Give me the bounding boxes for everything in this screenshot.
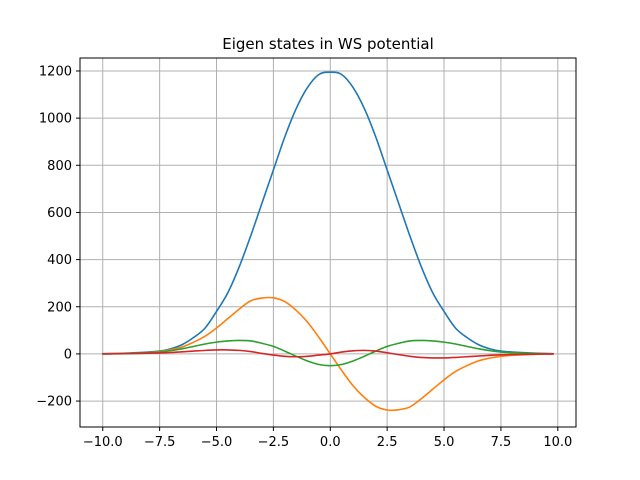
series-layer — [101, 71, 555, 412]
y-tick-label: 800 — [47, 159, 72, 174]
y-tick-label: 1000 — [39, 112, 72, 127]
x-tick-label: 10.0 — [543, 435, 572, 450]
x-tick-label: −2.5 — [258, 435, 290, 450]
x-tick-label: 2.5 — [377, 435, 398, 450]
y-tick-label: −200 — [36, 395, 72, 410]
y-tick-label: 600 — [47, 206, 72, 221]
x-tick-label: 7.5 — [491, 435, 512, 450]
y-axis: −200 0 200 400 600 800 1000 1200 — [36, 64, 80, 410]
x-tick-label: −7.5 — [144, 435, 176, 450]
x-tick-label: −10.0 — [83, 435, 123, 450]
x-axis: −10.0 −7.5 −5.0 −2.5 0.0 2.5 5.0 7.5 10.0 — [83, 427, 572, 450]
y-tick-label: 400 — [47, 253, 72, 268]
plot-frame — [79, 57, 577, 428]
series-line-4 — [101, 349, 555, 359]
y-tick-label: 0 — [64, 347, 72, 362]
series-line-1 — [101, 71, 555, 355]
x-tick-label: 0.0 — [320, 435, 341, 450]
x-tick-label: −5.0 — [201, 435, 233, 450]
x-tick-label: 5.0 — [434, 435, 455, 450]
y-tick-label: 1200 — [39, 64, 72, 79]
series-line-3 — [101, 339, 555, 367]
y-tick-label: 200 — [47, 300, 72, 315]
plot-area — [80, 58, 576, 427]
chart-title: Eigen states in WS potential — [222, 35, 434, 53]
